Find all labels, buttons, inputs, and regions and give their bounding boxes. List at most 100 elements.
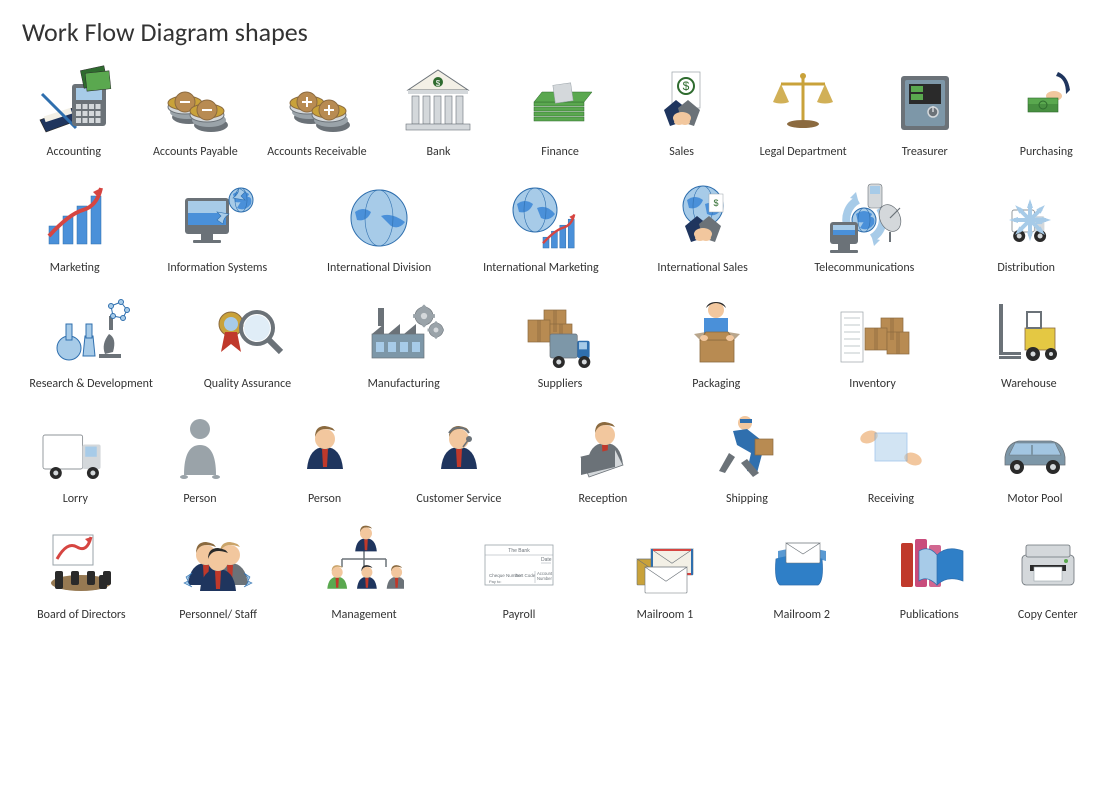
shape-item-research-development[interactable]: Research & Development <box>22 294 160 392</box>
shape-item-motor-pool[interactable]: Motor Pool <box>972 409 1098 507</box>
shape-item-treasurer[interactable]: Treasurer <box>873 62 977 160</box>
motor-pool-icon <box>995 409 1075 489</box>
shape-label: Board of Directors <box>37 609 125 623</box>
shape-item-purchasing[interactable]: Purchasing <box>995 62 1099 160</box>
shape-item-sales[interactable]: $Sales <box>630 62 734 160</box>
shape-item-inventory[interactable]: Inventory <box>803 294 941 392</box>
shape-item-copy-center[interactable]: Copy Center <box>998 525 1098 623</box>
shape-label: Treasurer <box>902 146 948 160</box>
shape-label: Customer Service <box>416 493 501 507</box>
shipping-icon <box>707 409 787 489</box>
shape-item-publications[interactable]: Publications <box>879 525 979 623</box>
svg-text:$: $ <box>436 79 441 88</box>
shape-label: Personnel/ Staff <box>179 609 257 623</box>
personnel-staff-icon <box>178 525 258 605</box>
shape-item-shipping[interactable]: Shipping <box>684 409 810 507</box>
shape-item-finance[interactable]: Finance <box>508 62 612 160</box>
shape-item-mailroom-1[interactable]: Mailroom 1 <box>606 525 725 623</box>
shape-item-information-systems[interactable]: Information Systems <box>145 178 289 276</box>
shape-label: Payroll <box>503 609 536 623</box>
shape-item-legal-department[interactable]: Legal Department <box>751 62 855 160</box>
shape-label: Warehouse <box>1001 378 1057 392</box>
shape-label: Inventory <box>849 378 896 392</box>
shape-label: Management <box>331 609 396 623</box>
shape-label: Accounts Payable <box>153 146 238 160</box>
shape-item-accounts-receivable[interactable]: Accounts Receivable <box>265 62 369 160</box>
shape-item-international-sales[interactable]: $ International Sales <box>631 178 775 276</box>
shape-item-marketing[interactable]: Marketing <box>22 178 127 276</box>
shape-row: MarketingInformation SystemsInternationa… <box>22 178 1098 276</box>
svg-text:Number: Number <box>537 576 552 581</box>
shape-label: Purchasing <box>1020 146 1073 160</box>
shape-label: Shipping <box>726 493 768 507</box>
shape-item-international-division[interactable]: International Division <box>307 178 451 276</box>
accounting-icon <box>34 62 114 142</box>
svg-text:$: $ <box>682 79 689 93</box>
shape-item-customer-service[interactable]: Customer Service <box>396 409 522 507</box>
shape-label: Legal Department <box>760 146 847 160</box>
shape-item-person-photo[interactable]: Person <box>271 409 378 507</box>
shape-label: Telecommunications <box>814 262 914 276</box>
shape-label: Finance <box>541 146 579 160</box>
shape-item-packaging[interactable]: Packaging <box>647 294 785 392</box>
international-marketing-icon <box>501 178 581 258</box>
svg-text:Sort Code: Sort Code <box>515 573 536 578</box>
shape-item-accounts-payable[interactable]: Accounts Payable <box>144 62 248 160</box>
shape-item-reception[interactable]: Reception <box>540 409 666 507</box>
shape-label: Quality Assurance <box>204 378 291 392</box>
shape-label: Marketing <box>50 262 100 276</box>
shape-label: Reception <box>578 493 627 507</box>
shape-item-telecommunications[interactable]: Telecommunications <box>792 178 936 276</box>
shape-label: Research & Development <box>29 378 152 392</box>
shape-label: Manufacturing <box>368 378 440 392</box>
mailroom-2-icon <box>762 525 842 605</box>
manufacturing-icon <box>364 294 444 374</box>
shape-item-manufacturing[interactable]: Manufacturing <box>335 294 473 392</box>
shape-label: Accounting <box>47 146 101 160</box>
shape-row: Accounting Accounts Payable Accounts Recei… <box>22 62 1098 160</box>
shape-item-accounting[interactable]: Accounting <box>22 62 126 160</box>
svg-text:$: $ <box>713 198 718 208</box>
shape-rows: Accounting Accounts Payable Accounts Recei… <box>22 62 1098 623</box>
sales-icon: $ <box>642 62 722 142</box>
shape-item-mailroom-2[interactable]: Mailroom 2 <box>742 525 861 623</box>
purchasing-icon <box>1006 62 1086 142</box>
shape-label: Accounts Receivable <box>267 146 366 160</box>
shape-item-suppliers[interactable]: Suppliers <box>491 294 629 392</box>
shape-item-quality-assurance[interactable]: Quality Assurance <box>178 294 316 392</box>
international-sales-icon: $ <box>663 178 743 258</box>
finance-icon <box>520 62 600 142</box>
inventory-icon <box>833 294 913 374</box>
shape-label: Distribution <box>997 262 1055 276</box>
shape-label: Copy Center <box>1018 609 1078 623</box>
legal-department-icon <box>763 62 843 142</box>
packaging-icon <box>676 294 756 374</box>
shape-item-management[interactable]: Management <box>296 525 433 623</box>
shape-item-receiving[interactable]: Receiving <box>828 409 954 507</box>
shape-item-payroll[interactable]: The BankDateCheque NumberSort CodeAccoun… <box>451 525 588 623</box>
shape-label: Mailroom 1 <box>637 609 694 623</box>
shape-label: International Sales <box>657 262 747 276</box>
shape-label: Publications <box>900 609 959 623</box>
shape-item-person-generic[interactable]: Person <box>147 409 254 507</box>
page-title: Work Flow Diagram shapes <box>22 16 1098 48</box>
telecommunications-icon <box>824 178 904 258</box>
shape-label: Person <box>183 493 216 507</box>
shape-label: Suppliers <box>538 378 583 392</box>
shape-item-warehouse[interactable]: Warehouse <box>960 294 1098 392</box>
lorry-icon <box>35 409 115 489</box>
shape-label: Lorry <box>63 493 88 507</box>
shape-item-personnel-staff[interactable]: Personnel/ Staff <box>159 525 278 623</box>
marketing-icon <box>35 178 115 258</box>
svg-text:Pay to:: Pay to: <box>489 579 501 584</box>
shape-item-distribution[interactable]: Distribution <box>954 178 1098 276</box>
reception-icon <box>563 409 643 489</box>
shape-item-bank[interactable]: $Bank <box>387 62 491 160</box>
shape-row: Research & Development Quality Assurance M… <box>22 294 1098 392</box>
svg-text:Date: Date <box>541 557 552 563</box>
shape-item-international-marketing[interactable]: International Marketing <box>469 178 613 276</box>
page-root: Work Flow Diagram shapes AccountingAccou… <box>0 0 1120 635</box>
information-systems-icon <box>177 178 257 258</box>
shape-item-board-of-directors[interactable]: Board of Directors <box>22 525 141 623</box>
shape-item-lorry[interactable]: Lorry <box>22 409 129 507</box>
